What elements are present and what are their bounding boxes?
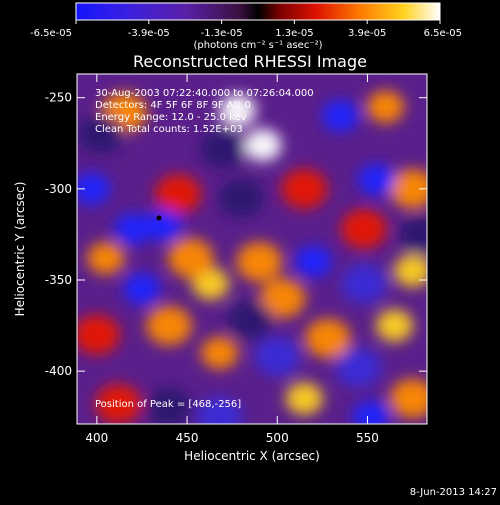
date-stamp: 8-Jun-2013 14:27 <box>410 487 497 498</box>
annotation-counts: Clean Total counts: 1.52E+03 <box>95 124 243 135</box>
heatmap-blob <box>352 400 390 424</box>
heatmap-blob <box>375 309 414 342</box>
heatmap-blob <box>366 90 405 124</box>
heatmap-blob <box>335 347 382 388</box>
heatmap-blob <box>146 387 192 424</box>
colorbar-tick-label: -1.3e-05 <box>201 28 243 39</box>
heatmap-blob <box>77 114 124 155</box>
plot-frame <box>76 73 428 425</box>
heatmap-blob <box>95 384 142 424</box>
heatmap-blob <box>200 128 246 169</box>
heatmap-blob <box>341 209 387 249</box>
y-tick-label: -400 <box>45 364 72 378</box>
heatmap-blob <box>304 318 351 359</box>
heatmap-blobs <box>77 90 427 424</box>
x-tick-label: 400 <box>85 431 108 445</box>
heatmap-blob <box>321 99 360 133</box>
axis-ticks: 400 450 500 550 -250 -300 -350 -400 <box>45 74 427 445</box>
x-axis-label: Heliocentric X (arcsec) <box>184 449 320 463</box>
heatmap-blob <box>236 241 283 282</box>
peak-position-label: Position of Peak = [468,-256] <box>95 399 241 410</box>
heatmap-blob <box>398 214 427 255</box>
heatmap-blob <box>254 336 301 377</box>
heatmap-blob <box>123 272 161 306</box>
x-tick-label: 550 <box>356 431 379 445</box>
heatmap-blob <box>281 168 328 209</box>
colorbar-ticks: -6.5e-05 -3.9e-05 -1.3e-05 1.3e-05 3.9e-05 6.… <box>30 20 462 39</box>
heatmap-blob <box>357 163 396 196</box>
heatmap-blob <box>114 212 152 246</box>
annotation-detectors: Detectors: 4F 5F 6F 8F 9F Att 0 <box>95 100 251 111</box>
colorbar-tick-label: 3.9e-05 <box>348 28 386 39</box>
chart-title: Reconstructed RHESSI Image <box>133 52 367 71</box>
colorbar <box>75 2 441 21</box>
annotation-time-range: 30-Aug-2003 07:22:40.000 to 07:26:04.000 <box>95 88 314 99</box>
heatmap-blob <box>146 305 192 346</box>
heatmap-blob <box>155 174 201 215</box>
heatmap-blob <box>77 314 120 355</box>
x-tick-label: 500 <box>266 431 289 445</box>
heatmap-blob <box>227 300 274 340</box>
colorbar-tick-label: 6.5e-05 <box>424 28 462 39</box>
heatmap-blob <box>200 336 239 370</box>
heatmap-blob <box>77 172 111 206</box>
heatmap-blob <box>87 241 125 275</box>
heatmap-blob <box>196 396 243 424</box>
colorbar-tick-label: -6.5e-05 <box>30 28 72 39</box>
heatmap-blob <box>389 169 427 209</box>
heatmap-blob <box>144 209 183 242</box>
heatmap-blob <box>341 263 387 304</box>
heatmap-blob <box>259 278 306 319</box>
peak-marker <box>156 215 162 221</box>
heatmap-blob <box>393 254 427 288</box>
y-tick-label: -250 <box>45 91 72 105</box>
observation-annotations: 30-Aug-2003 07:22:40.000 to 07:26:04.000… <box>95 88 314 135</box>
y-tick-label: -350 <box>45 273 72 287</box>
heatmap-blob <box>218 178 264 218</box>
heatmap-blob <box>244 128 282 162</box>
heatmap-blob <box>285 382 323 415</box>
heatmap-blob <box>167 238 214 278</box>
colorbar-unit-label: (photons cm⁻² s⁻¹ asec⁻²) <box>193 40 322 51</box>
colorbar-tick-label: -3.9e-05 <box>128 28 170 39</box>
heatmap-image <box>77 74 427 424</box>
x-tick-label: 450 <box>176 431 199 445</box>
y-tick-label: -300 <box>45 182 72 196</box>
heatmap-blob <box>389 378 427 419</box>
heatmap-blob <box>294 245 333 278</box>
colorbar-tick-label: 1.3e-05 <box>275 28 313 39</box>
annotation-energy-range: Energy Range: 12.0 - 25.0 kev <box>95 112 247 123</box>
heatmap-blob <box>218 94 257 127</box>
y-axis-label: Heliocentric Y (arcsec) <box>13 182 27 317</box>
